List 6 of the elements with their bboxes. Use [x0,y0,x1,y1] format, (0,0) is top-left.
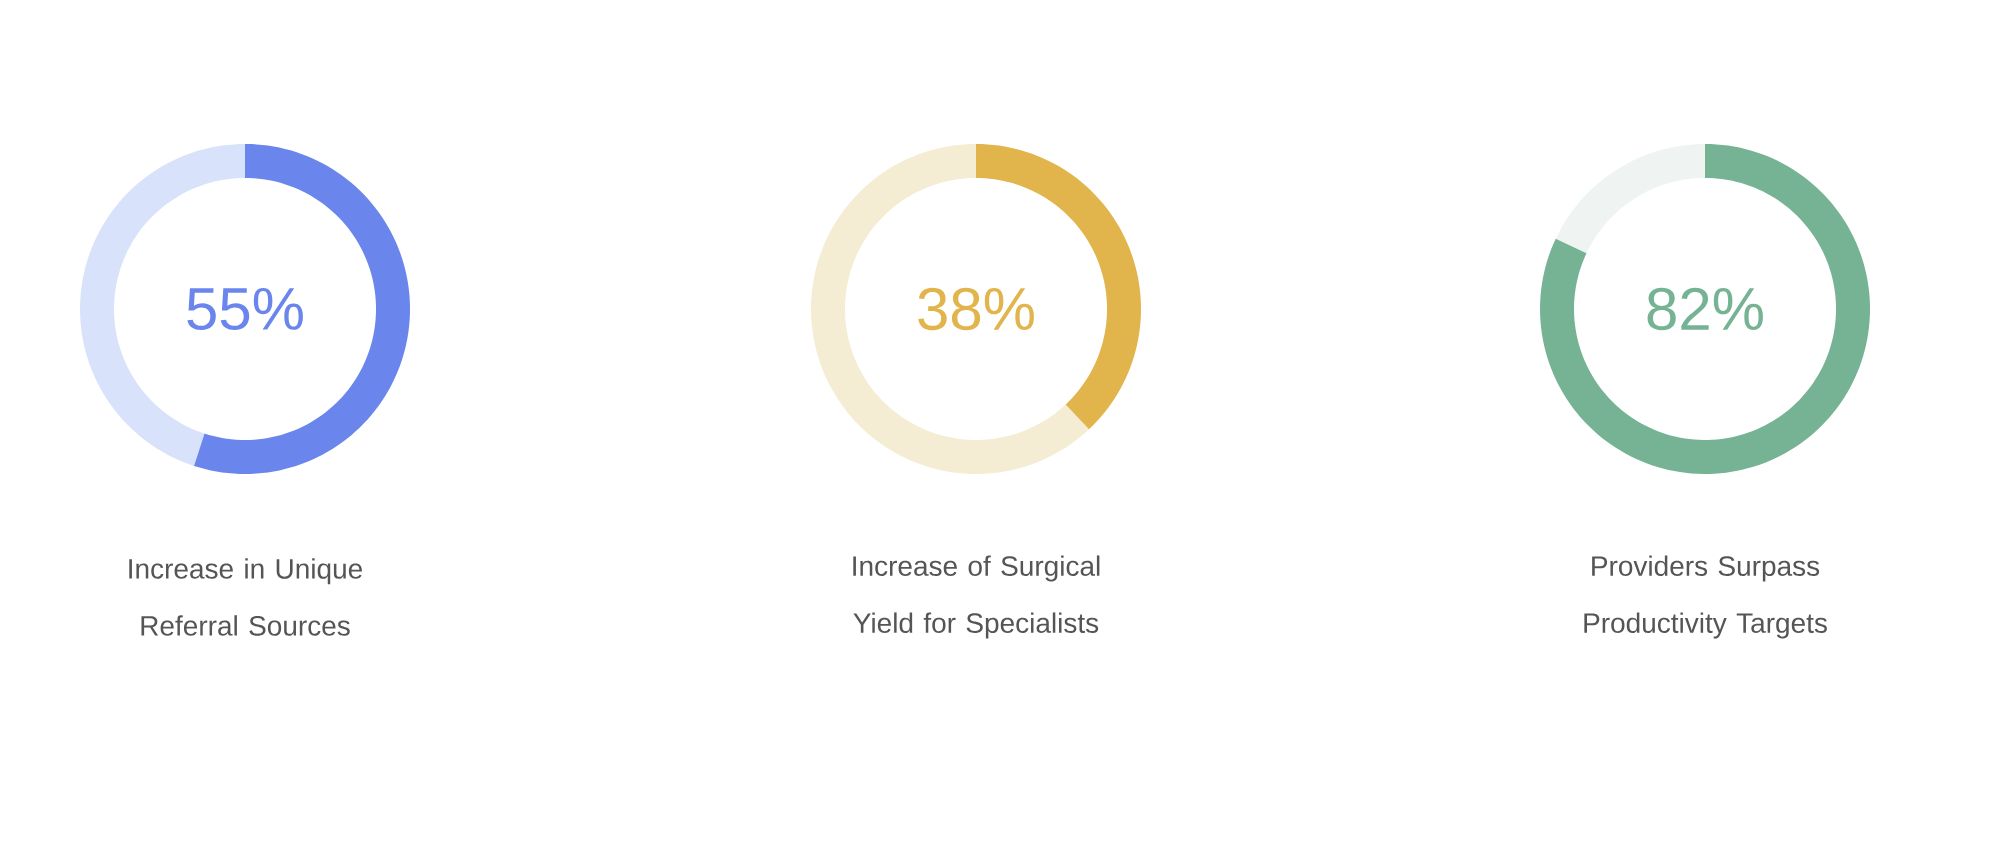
data-label: 55% [187,287,303,331]
text: Increase of Surgical Yield for Specialists [853,555,1100,639]
data-label: 38% [918,287,1034,331]
text: Providers Surpass Productivity Targets [1584,555,1827,639]
data-label: 82% [1647,287,1763,331]
text: Increase in Unique Referral Sources [129,558,362,636]
